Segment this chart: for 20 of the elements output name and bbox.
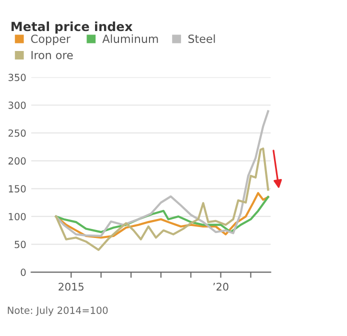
x-tick-label: 2015 (58, 282, 84, 291)
y-tick-label: 150 (8, 185, 26, 192)
y-tick-label: 300 (8, 102, 26, 109)
y-tick-label: 100 (8, 212, 26, 220)
legend-label: Steel (188, 34, 215, 43)
line-series (55, 196, 270, 234)
line-series (55, 110, 270, 238)
chart-title: Metal price index (12, 22, 132, 34)
y-tick-label: 50 (14, 240, 26, 248)
y-tick-label: 0 (20, 268, 26, 276)
text: Note: July 2014=100 (8, 306, 108, 316)
line-series (55, 192, 270, 239)
legend-label: Iron ore (32, 51, 73, 60)
x-tick-label: ’20 (213, 282, 228, 291)
line-series (55, 148, 270, 251)
y-tick-label: 200 (8, 157, 26, 165)
legend-label: Aluminum (102, 34, 158, 43)
y-tick-label: 250 (8, 129, 26, 137)
y-tick-label: 350 (8, 74, 26, 82)
legend-label: Copper (31, 34, 71, 46)
